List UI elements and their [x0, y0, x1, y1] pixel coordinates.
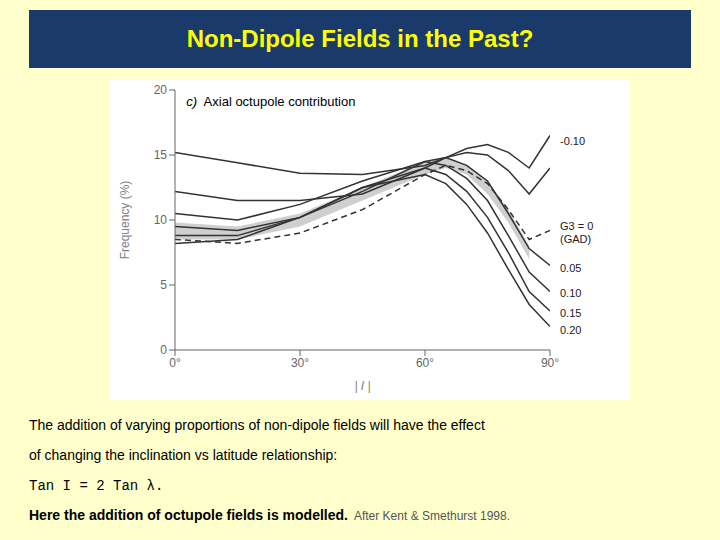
svg-text:0.20: 0.20	[560, 323, 581, 335]
svg-text:| I |: | I |	[354, 379, 370, 393]
svg-text:G3 = 0(GAD): G3 = 0(GAD)	[560, 219, 593, 244]
html-text:c) Axial octupole contribution: c) Axial octupole contribution	[186, 94, 356, 109]
svg-text:0.05: 0.05	[560, 262, 581, 274]
html-text:The addition of varying propor: The addition of varying proportions of n…	[29, 417, 485, 433]
svg-text:0.15: 0.15	[560, 307, 581, 319]
svg-text:0°: 0°	[169, 356, 181, 370]
svg-text:0: 0	[160, 343, 167, 357]
html-text:of changing the inclination vs: of changing the inclination vs latitude …	[29, 447, 338, 463]
html-text:Here the addition of octupole: Here the addition of octupole fields is …	[29, 507, 510, 523]
svg-text:5: 5	[160, 278, 167, 292]
svg-text:15: 15	[154, 148, 168, 162]
svg-text:30°: 30°	[291, 356, 309, 370]
svg-text:10: 10	[154, 213, 168, 227]
svg-text:60°: 60°	[416, 356, 434, 370]
svg-text:0.10: 0.10	[560, 287, 581, 299]
svg-text:Frequency (%): Frequency (%)	[118, 181, 132, 260]
svg-text:20: 20	[154, 83, 168, 97]
svg-text:90°: 90°	[541, 356, 559, 370]
svg-text:-0.10: -0.10	[560, 135, 585, 147]
html-text:Non-Dipole Fields in the Past?: Non-Dipole Fields in the Past?	[186, 25, 534, 52]
html-text:Tan I = 2 Tan λ.: Tan I = 2 Tan λ.	[29, 478, 164, 494]
